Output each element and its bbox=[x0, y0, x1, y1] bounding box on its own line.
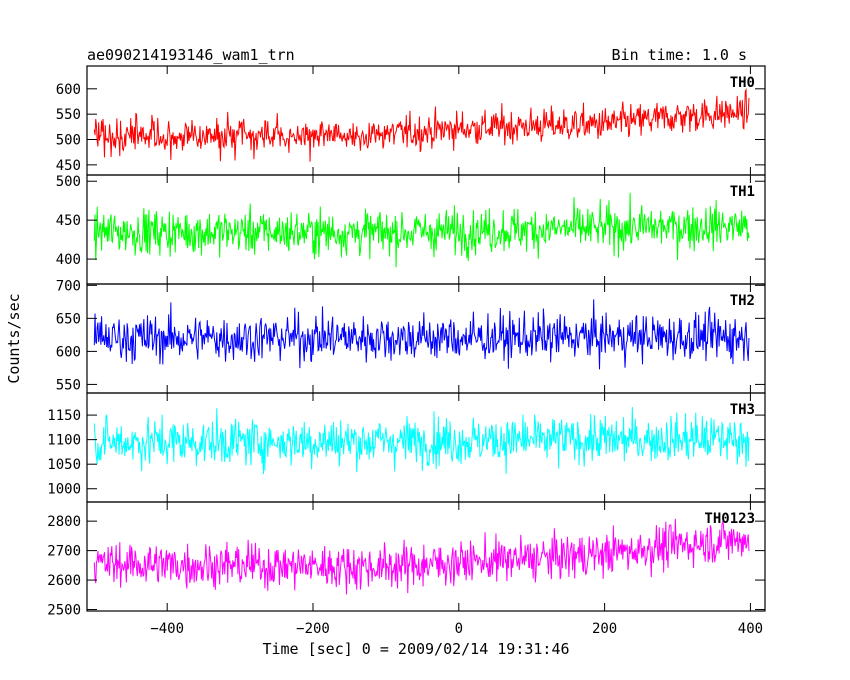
panel-name-label: TH2 bbox=[730, 293, 755, 309]
y-tick-label: 2600 bbox=[47, 573, 81, 589]
y-tick-label: 600 bbox=[56, 82, 81, 98]
panel-name-label: TH0123 bbox=[704, 511, 755, 527]
series-line-th1 bbox=[93, 192, 750, 268]
y-tick-label: 1100 bbox=[47, 433, 81, 449]
y-tick-label: 450 bbox=[56, 213, 81, 229]
y-tick-label: 2500 bbox=[47, 603, 81, 619]
y-tick-label: 550 bbox=[56, 107, 81, 123]
y-tick-label: 500 bbox=[56, 133, 81, 149]
y-tick-label: 550 bbox=[56, 377, 81, 393]
panel-th3: 1000 1050 1100 1150 TH3 bbox=[47, 392, 766, 503]
series-line-th0 bbox=[93, 87, 750, 162]
x-tick-label: 0 bbox=[455, 621, 463, 637]
y-tick-label: 1150 bbox=[47, 408, 81, 424]
y-tick-label: 700 bbox=[56, 278, 81, 294]
y-tick-label: 500 bbox=[56, 174, 81, 190]
x-tick-label: −200 bbox=[296, 621, 330, 637]
panel-frame bbox=[86, 501, 766, 612]
panel-th1: 400 450 500 TH1 bbox=[56, 174, 766, 285]
y-tick-label: 650 bbox=[56, 311, 81, 327]
y-axis-label: Counts/sec bbox=[5, 293, 23, 383]
panel-name-label: TH1 bbox=[730, 184, 755, 200]
y-tick-label: 400 bbox=[56, 252, 81, 268]
y-tick-label: 1000 bbox=[47, 482, 81, 498]
panel-name-label: TH0 bbox=[730, 75, 755, 91]
panel-frame bbox=[86, 65, 766, 176]
y-tick-label: 1050 bbox=[47, 457, 81, 473]
y-tick-label: 600 bbox=[56, 344, 81, 360]
chart-title: ae090214193146_wam1_trn bbox=[87, 46, 295, 64]
panel-th0123: 2500 2600 2700 2800 TH0123 bbox=[47, 501, 766, 619]
panel-th2: 550 600 650 700 TH2 bbox=[56, 278, 766, 394]
x-tick-label: 400 bbox=[738, 621, 763, 637]
x-tick-label: −400 bbox=[150, 621, 184, 637]
y-tick-label: 450 bbox=[56, 158, 81, 174]
series-line-th2 bbox=[93, 299, 750, 370]
x-axis-label: Time [sec] 0 = 2009/02/14 19:31:46 bbox=[262, 640, 569, 658]
panel-th0: 450 500 550 600 TH0 bbox=[56, 65, 766, 176]
series-line-th0123 bbox=[93, 518, 750, 595]
x-axis: −400 −200 0 200 400 bbox=[150, 621, 763, 637]
y-tick-label: 2700 bbox=[47, 544, 81, 560]
series-line-th3 bbox=[93, 406, 750, 475]
x-tick-label: 200 bbox=[592, 621, 617, 637]
bin-time-label: Bin time: 1.0 s bbox=[612, 46, 747, 64]
y-tick-label: 2800 bbox=[47, 514, 81, 530]
panel-name-label: TH3 bbox=[730, 402, 755, 418]
